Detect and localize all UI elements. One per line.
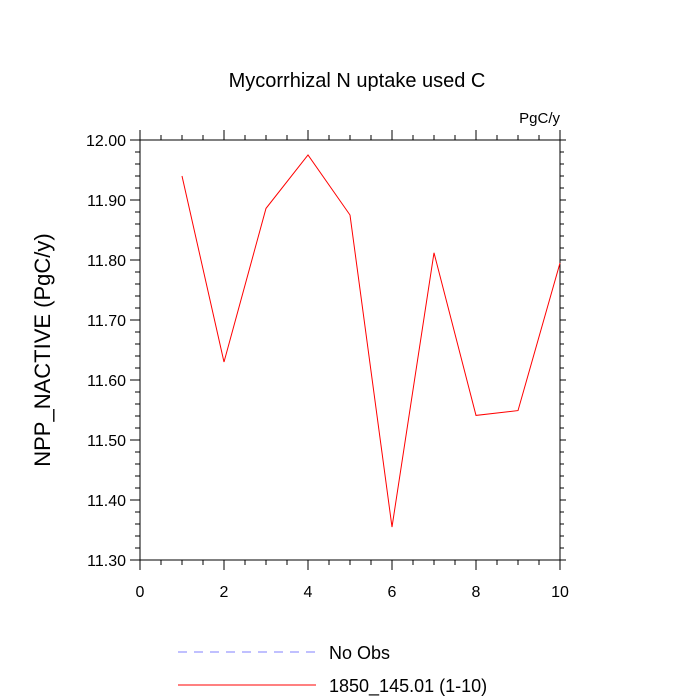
x-tick-label: 2 bbox=[220, 584, 229, 601]
legend: No Obs 1850_145.01 (1-10) bbox=[178, 643, 487, 697]
x-tick-label: 10 bbox=[551, 584, 569, 601]
y-tick-label: 11.70 bbox=[87, 313, 126, 330]
y-tick-label: 11.80 bbox=[87, 253, 126, 270]
units-label: PgC/y bbox=[519, 110, 560, 127]
legend-label-0: No Obs bbox=[329, 643, 390, 663]
x-tick-label: 8 bbox=[472, 584, 481, 601]
axis-ticks: 0 2 4 6 8 10 11.30 11.40 11.50 11.60 11.70 11.80 11.… bbox=[86, 130, 569, 601]
y-tick-label: 11.50 bbox=[87, 433, 126, 450]
y-axis-label: NPP_NACTIVE (PgC/y) bbox=[30, 233, 55, 467]
y-tick-label: 11.40 bbox=[87, 493, 126, 510]
legend-label-1: 1850_145.01 (1-10) bbox=[329, 676, 487, 697]
plot-frame bbox=[139, 139, 561, 561]
y-tick-label: 11.90 bbox=[87, 193, 126, 210]
x-tick-label: 0 bbox=[136, 584, 145, 601]
y-tick-label: 12.00 bbox=[86, 133, 126, 150]
y-tick-label: 11.60 bbox=[87, 373, 126, 390]
chart-title: Mycorrhizal N uptake used C bbox=[229, 70, 486, 92]
x-tick-label: 4 bbox=[304, 584, 313, 601]
y-tick-label: 11.30 bbox=[87, 553, 126, 570]
series-line-1 bbox=[181, 154, 561, 528]
x-tick-label: 6 bbox=[388, 584, 397, 601]
series-layer bbox=[181, 154, 561, 528]
